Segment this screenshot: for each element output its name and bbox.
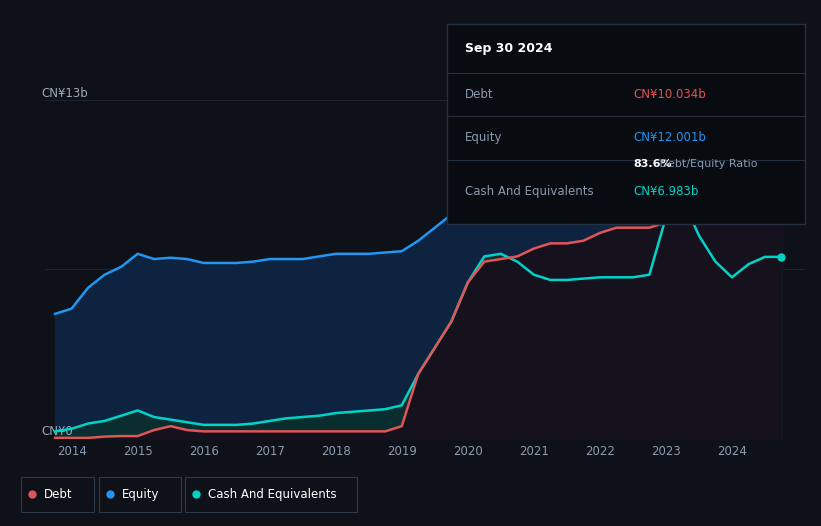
Text: Debt/Equity Ratio: Debt/Equity Ratio: [656, 158, 758, 169]
Text: Equity: Equity: [466, 131, 502, 144]
Text: Cash And Equivalents: Cash And Equivalents: [466, 185, 594, 198]
Text: 83.6%: 83.6%: [633, 158, 672, 169]
Text: CN¥12.001b: CN¥12.001b: [633, 131, 706, 144]
Text: CN¥10.034b: CN¥10.034b: [633, 88, 706, 101]
Text: CN¥0: CN¥0: [41, 425, 73, 438]
Text: Cash And Equivalents: Cash And Equivalents: [208, 488, 337, 501]
Text: CN¥13b: CN¥13b: [41, 87, 88, 100]
Text: Sep 30 2024: Sep 30 2024: [466, 42, 553, 55]
Text: CN¥6.983b: CN¥6.983b: [633, 185, 699, 198]
Text: Debt: Debt: [466, 88, 494, 101]
Text: Debt: Debt: [44, 488, 72, 501]
Text: Equity: Equity: [122, 488, 159, 501]
